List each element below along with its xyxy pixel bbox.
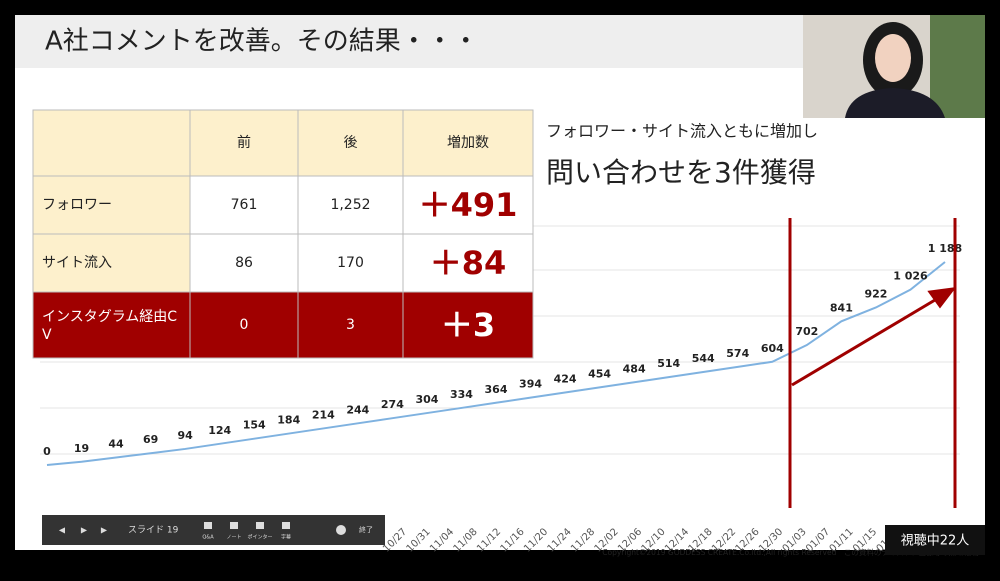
row-label: V (42, 327, 52, 343)
slide-title: A社コメントを改善。その結果・・・ (45, 27, 479, 57)
table-cell-text: 170 (337, 255, 364, 271)
data-label: 424 (554, 373, 577, 386)
increase: ＋491 (419, 186, 518, 224)
copyright: Copyright©2019 GODDESS CREATE.Co.ltd.,Al… (602, 547, 986, 557)
toolbar-button[interactable]: 字幕 (281, 534, 291, 541)
viewer-box (885, 525, 985, 555)
data-label: 154 (243, 419, 266, 432)
header-cell: 後 (344, 135, 358, 151)
toolbar-button[interactable]: ノート (226, 535, 241, 541)
nav-button[interactable]: ◀ (59, 526, 66, 535)
data-label: 364 (485, 383, 508, 396)
table-cell (402, 175, 534, 235)
header-cell: 前 (237, 134, 251, 151)
toolbar (42, 515, 385, 545)
table-cell-text: 761 (231, 197, 258, 213)
data-label: 922 (864, 287, 887, 300)
slide-selector[interactable]: スライド 19 (128, 525, 179, 536)
data-label: 124 (208, 424, 231, 437)
data-label: 604 (761, 342, 784, 355)
subtitle: フォロワー・サイト流入ともに増加し (546, 122, 818, 141)
headline: 問い合わせを3件獲得 (546, 156, 816, 189)
table-cell (189, 291, 299, 359)
toolbar-icon[interactable] (204, 522, 212, 529)
webcam (803, 15, 985, 118)
data-label: 841 (830, 301, 853, 314)
table-cell-text: 0 (240, 317, 249, 333)
highlight (788, 218, 957, 508)
data-label: 0 (43, 445, 51, 458)
toolbar-button[interactable]: Q&A (202, 535, 214, 541)
toolbar-icon[interactable] (230, 522, 238, 529)
data-label: 514 (657, 357, 680, 370)
data-label: 574 (726, 347, 749, 360)
row-label: フォロワー (42, 197, 112, 213)
data-label: 484 (623, 362, 646, 375)
data-label: 19 (74, 442, 89, 455)
data-label: 454 (588, 367, 611, 380)
table-cell (189, 175, 299, 235)
data-label: 1 026 (893, 270, 928, 283)
data-label: 394 (519, 378, 542, 391)
viewer-count: 視聴中22人 (901, 534, 970, 549)
data-label: 69 (143, 433, 158, 446)
data-label: 304 (415, 393, 438, 406)
table-cell (189, 233, 299, 293)
table-cell-text: 1,252 (330, 197, 370, 213)
data-label: 702 (795, 325, 818, 338)
nav-button[interactable]: ▶ (81, 526, 88, 535)
row-label: インスタグラム経由C (42, 309, 177, 325)
settings-button[interactable] (336, 525, 346, 535)
toolbar-button[interactable]: ポインター (247, 534, 272, 541)
row-label: サイト流入 (42, 255, 112, 271)
table-cell (32, 109, 191, 177)
data-label: 44 (108, 437, 124, 450)
table-cell (402, 109, 534, 177)
table-cell (297, 175, 404, 235)
data-label: 334 (450, 388, 473, 401)
data-label: 94 (177, 429, 193, 442)
end-button[interactable]: 終了 (359, 525, 373, 534)
increase: ＋84 (430, 244, 507, 282)
increase: ＋3 (441, 306, 495, 344)
table-cell-text: 86 (235, 255, 253, 271)
data-label: 1 188 (928, 242, 962, 255)
data-label: 184 (277, 414, 300, 427)
data-label: 544 (692, 352, 715, 365)
table-cell (32, 291, 191, 359)
data-label: 214 (312, 408, 335, 421)
data-label: 274 (381, 398, 404, 411)
table-cell-text: 3 (346, 317, 355, 333)
data-label: 244 (346, 403, 369, 416)
nav-button[interactable]: ▶ (101, 526, 108, 535)
table-cell (297, 291, 404, 359)
table-cell (189, 109, 299, 177)
toolbar-icon[interactable] (256, 522, 264, 529)
header-cell: 増加数 (447, 135, 489, 151)
table-cell (402, 291, 534, 359)
toolbar-icon[interactable] (282, 522, 290, 529)
line (46, 261, 946, 466)
